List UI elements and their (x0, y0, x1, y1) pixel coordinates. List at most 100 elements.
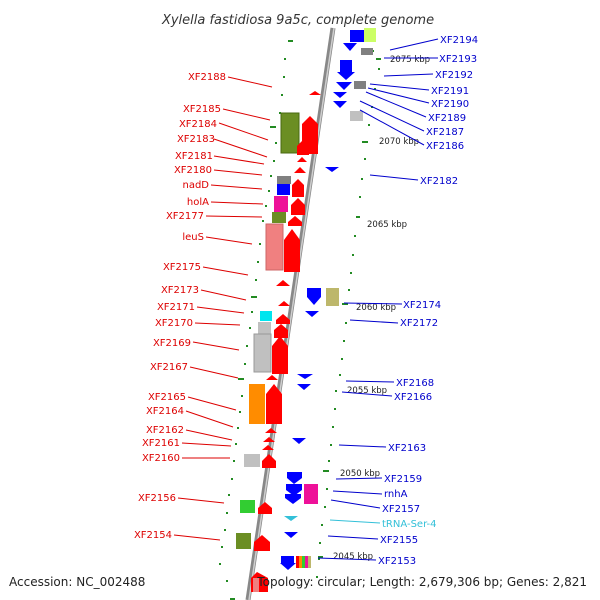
feature-box (350, 30, 364, 42)
gene-label[interactable]: XF2160 (142, 453, 180, 464)
feature-arrow (287, 472, 302, 484)
gene-label[interactable]: XF2163 (388, 443, 426, 454)
feature-box (326, 288, 339, 306)
feature-arrow (288, 216, 302, 226)
feature-box (240, 500, 255, 513)
feature-box (272, 212, 286, 223)
feature-arrow (265, 428, 277, 433)
gene-label[interactable]: leuS (182, 232, 204, 243)
gene-label[interactable]: XF2182 (420, 176, 458, 187)
gene-label[interactable]: rnhA (384, 489, 408, 500)
feature-arrow (297, 374, 313, 379)
kbp-label: 2065 kbp (367, 220, 407, 230)
feature-arrow (343, 43, 357, 51)
feature-box (281, 556, 294, 564)
feature-arrow (305, 311, 319, 317)
feature-arrow (291, 198, 305, 215)
feature-arrow (292, 438, 306, 444)
gene-label[interactable]: XF2169 (153, 338, 191, 349)
feature-arrow (333, 101, 347, 108)
gene-label[interactable]: XF2185 (183, 104, 221, 115)
gene-label[interactable]: XF2173 (161, 285, 199, 296)
feature-box (280, 112, 300, 154)
feature-arrow (263, 437, 275, 442)
gene-label[interactable]: XF2162 (146, 425, 184, 436)
feature-arrow (272, 336, 288, 374)
gene-label[interactable]: XF2171 (157, 302, 195, 313)
feature-box (244, 454, 260, 467)
feature-box (364, 28, 376, 42)
gene-label[interactable]: XF2180 (174, 165, 212, 176)
feature-arrow (284, 229, 300, 272)
feature-box (253, 333, 272, 373)
gene-label[interactable]: XF2170 (155, 318, 193, 329)
gene-label[interactable]: XF2191 (431, 86, 469, 97)
left-gene-label-text: XF2188 XF2185 XF2184 XF2183 XF2181 XF218… (134, 72, 226, 541)
feature-arrow (337, 72, 355, 80)
feature-arrow (325, 167, 339, 172)
right-gene-labels (317, 38, 439, 561)
accession-text: Accession: NC_002488 (9, 575, 145, 589)
gene-label[interactable]: XF2154 (134, 530, 172, 541)
gene-label[interactable]: XF2168 (396, 378, 434, 389)
feature-arrow (285, 494, 301, 504)
gene-label[interactable]: XF2159 (384, 474, 422, 485)
gene-label[interactable]: XF2153 (378, 556, 416, 567)
feature-arrow (284, 532, 298, 538)
feature-box (277, 184, 290, 195)
gene-label[interactable]: XF2174 (403, 300, 441, 311)
feature-box (265, 223, 284, 271)
gene-label[interactable]: XF2187 (426, 127, 464, 138)
gene-label[interactable]: XF2181 (175, 151, 213, 162)
gene-label[interactable]: XF2193 (439, 54, 477, 65)
feature-arrow (284, 516, 298, 521)
gene-label[interactable]: XF2167 (150, 362, 188, 373)
gene-label[interactable]: XF2192 (435, 70, 473, 81)
kbp-label: 2060 kbp (356, 303, 396, 313)
right-gene-label-text: XF2194 XF2193 XF2192 XF2191 XF2190 XF218… (378, 35, 478, 567)
feature-box (260, 311, 272, 321)
forward-features (236, 91, 321, 592)
feature-arrow (336, 82, 352, 90)
gene-label[interactable]: XF2157 (382, 504, 420, 515)
tick-marks-left (219, 40, 293, 600)
gene-label[interactable]: XF2172 (400, 318, 438, 329)
gene-label[interactable]: nadD (182, 180, 209, 191)
feature-arrow (297, 140, 309, 155)
gene-label[interactable]: XF2177 (166, 211, 204, 222)
feature-arrow (333, 92, 347, 98)
gene-label[interactable]: XF2166 (394, 392, 432, 403)
gene-label[interactable]: XF2186 (426, 141, 464, 152)
gene-label[interactable]: XF2188 (188, 72, 226, 83)
topology-text: Topology: circular; Length: 2,679,306 bp… (256, 575, 587, 589)
feature-arrow (258, 502, 272, 514)
gene-label[interactable]: XF2183 (177, 134, 215, 145)
reverse-features (280, 28, 376, 570)
gene-label[interactable]: XF2156 (138, 493, 176, 504)
feature-arrow (280, 563, 296, 570)
feature-box (304, 484, 318, 504)
gene-label[interactable]: XF2190 (431, 99, 469, 110)
feature-arrow (276, 314, 290, 324)
gene-label[interactable]: tRNA-Ser-4 (382, 519, 437, 530)
feature-arrow (297, 384, 311, 390)
feature-box (277, 176, 291, 184)
gene-label[interactable]: XF2194 (440, 35, 478, 46)
gene-label[interactable]: holA (187, 197, 209, 208)
gene-label[interactable]: XF2165 (148, 392, 186, 403)
kbp-label: 2055 kbp (347, 386, 387, 396)
gene-label[interactable]: XF2164 (146, 406, 184, 417)
gene-label[interactable]: XF2189 (428, 113, 466, 124)
feature-box (249, 384, 265, 424)
map-title: Xylella fastidiosa 9a5c, complete genome (161, 13, 434, 28)
feature-arrow (278, 301, 290, 306)
gene-label[interactable]: XF2161 (142, 438, 180, 449)
feature-box (274, 196, 288, 212)
gene-label[interactable]: XF2155 (380, 535, 418, 546)
feature-arrow (309, 91, 321, 95)
feature-arrow (292, 179, 304, 197)
gene-label[interactable]: XF2184 (179, 119, 217, 130)
gene-label[interactable]: XF2175 (163, 262, 201, 273)
kbp-label: 2070 kbp (379, 137, 419, 147)
